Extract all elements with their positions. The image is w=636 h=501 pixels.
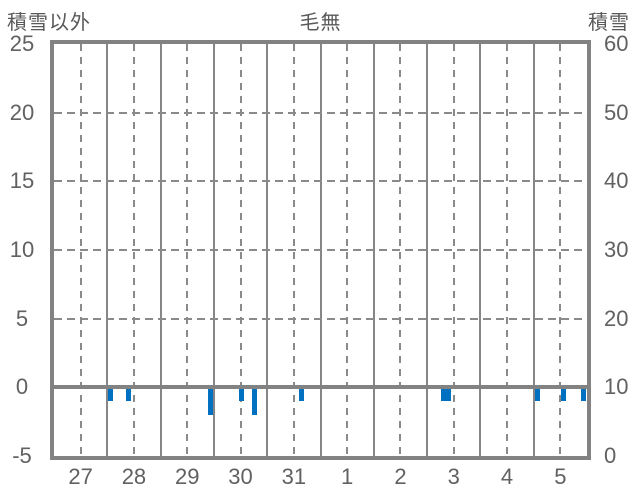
- grid-hline-dashed: [54, 180, 587, 183]
- y-left-tick-label: 25: [9, 31, 35, 56]
- grid-hline-dashed: [54, 317, 587, 320]
- precip-bar: [239, 387, 245, 402]
- grid-hline-dashed: [54, 249, 587, 251]
- left-axis-title: 積雪以外: [7, 12, 91, 34]
- right-axis-title: 積雪: [588, 12, 630, 34]
- x-tick-label: 1: [341, 464, 354, 489]
- precip-bar: [126, 387, 132, 402]
- zero-line: [54, 385, 587, 390]
- x-tick-label: 3: [447, 464, 460, 489]
- precip-bar: [107, 387, 113, 402]
- y-left-tick-label: 10: [9, 237, 35, 262]
- y-right-tick-label: 0: [604, 443, 617, 468]
- y-right-tick-label: 60: [604, 31, 629, 56]
- x-tick-label: 2: [394, 464, 407, 489]
- plot-area: [50, 40, 591, 460]
- x-tick-label: 4: [500, 464, 514, 489]
- precip-bar: [446, 387, 452, 402]
- x-tick-label: 27: [68, 464, 93, 489]
- y-left-tick-label: 15: [9, 168, 35, 194]
- x-tick-label: 30: [228, 464, 253, 489]
- precip-bar: [560, 387, 566, 402]
- precip-bar: [534, 387, 540, 402]
- y-left-tick-label: -5: [12, 443, 32, 468]
- x-tick-label: 28: [121, 464, 147, 489]
- precip-bar: [251, 387, 257, 415]
- y-left-tick-label: 5: [15, 305, 29, 331]
- precip-bar: [440, 387, 446, 402]
- y-right-tick-label: 50: [604, 99, 629, 125]
- x-tick-label: 5: [554, 464, 567, 489]
- grid-hline-dashed: [54, 111, 587, 114]
- y-right-tick-label: 20: [604, 305, 629, 331]
- x-tick-label: 29: [175, 464, 200, 489]
- precip-bar: [580, 387, 586, 402]
- chart-title: 毛無: [299, 12, 342, 34]
- y-right-tick-label: 30: [604, 237, 629, 262]
- y-right-tick-label: 10: [604, 374, 629, 400]
- y-left-tick-label: 0: [15, 374, 29, 400]
- precip-bar: [208, 387, 214, 415]
- precip-bar: [299, 387, 305, 402]
- x-tick-label: 31: [281, 464, 307, 489]
- y-left-tick-label: 20: [9, 99, 35, 125]
- y-right-tick-label: 40: [604, 168, 629, 194]
